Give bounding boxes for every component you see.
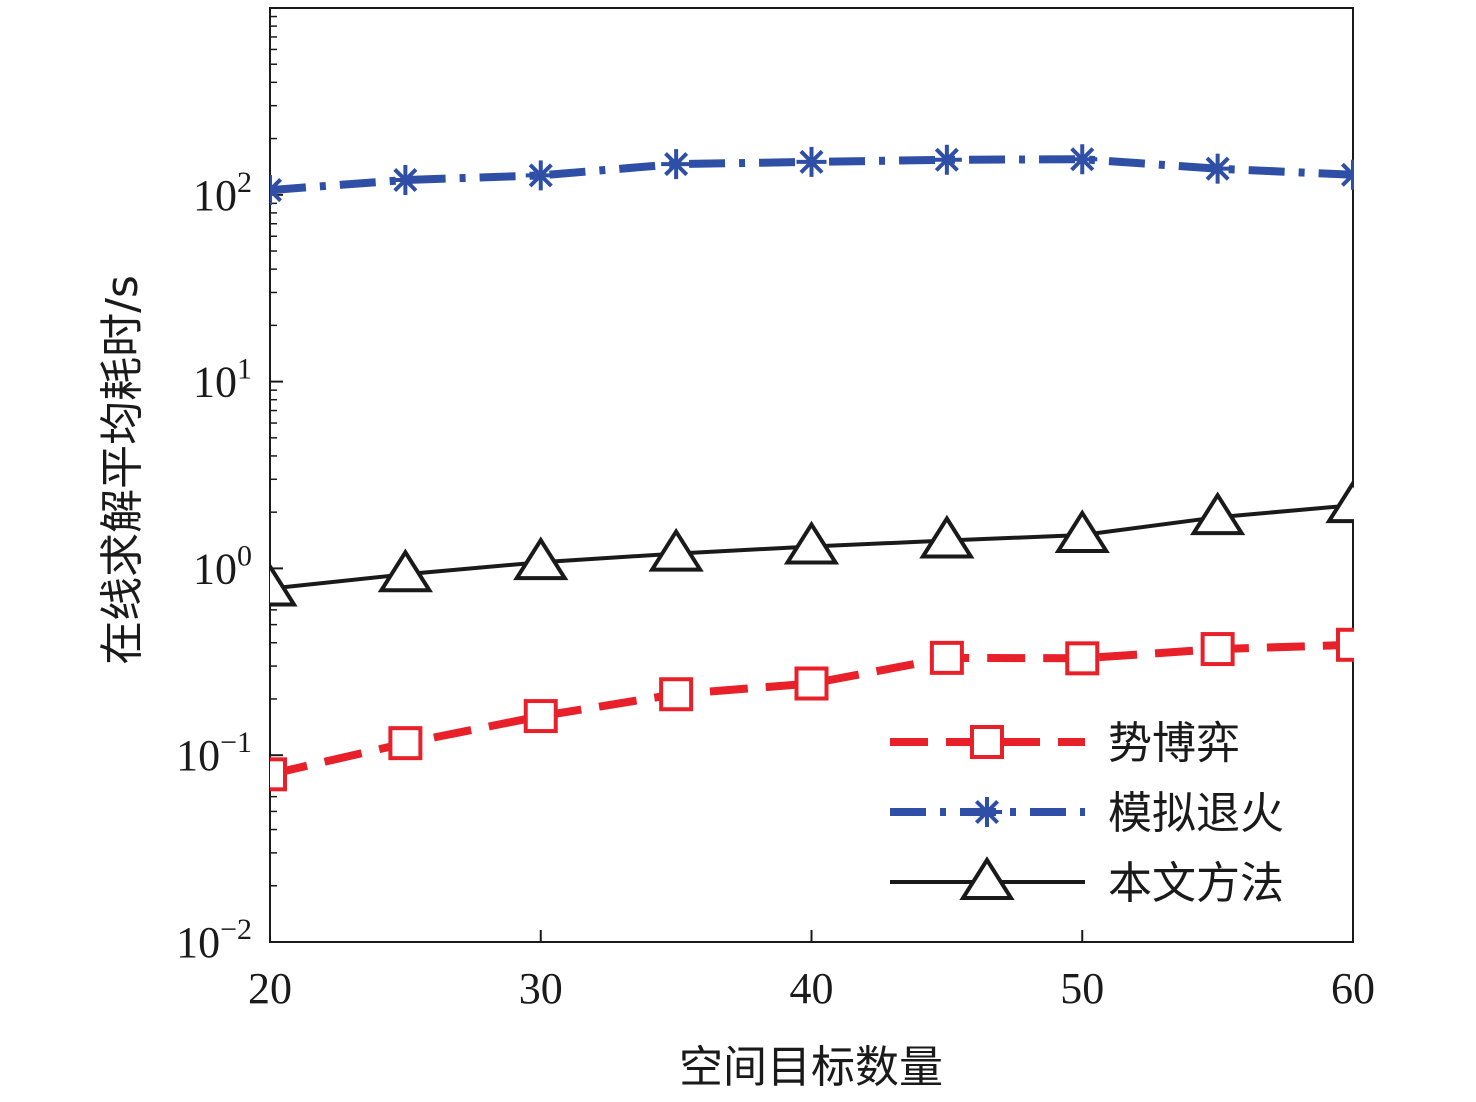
marker-stroke <box>934 147 959 172</box>
marker-stroke <box>1340 170 1354 187</box>
data-point <box>270 175 285 206</box>
data-point <box>388 726 423 761</box>
data-point <box>1065 641 1100 676</box>
y-tick-label: 101 <box>193 353 252 407</box>
data-point <box>783 520 840 565</box>
marker-stroke <box>664 152 689 177</box>
y-tick-label: 10−2 <box>176 913 252 967</box>
data-point <box>270 757 287 792</box>
data-point <box>661 149 692 180</box>
data-point <box>270 562 298 607</box>
data-point <box>1336 627 1354 662</box>
marker-stroke <box>528 163 553 188</box>
y-axis: 10−2 10−1 100 101 102 <box>176 166 283 967</box>
marker-stroke <box>270 178 283 193</box>
x-tick-label: 50 <box>1060 964 1104 1013</box>
x-tick-label: 60 <box>1331 964 1375 1013</box>
data-point <box>1189 491 1246 536</box>
x-tick-label: 40 <box>790 964 834 1013</box>
data-point <box>525 160 556 191</box>
data-point <box>1200 632 1235 667</box>
data-point <box>919 514 975 559</box>
legend-label: 本文方法 <box>1108 858 1284 909</box>
marker-stroke <box>1070 147 1095 172</box>
x-axis: 20 30 40 50 60 <box>248 930 1375 1013</box>
data-point <box>513 536 569 581</box>
data-point <box>796 146 827 177</box>
marker-stroke <box>799 149 824 174</box>
x-axis-title: 空间目标数量 <box>679 1042 943 1093</box>
marker-stroke <box>270 187 283 203</box>
marker-stroke <box>393 167 418 193</box>
data-point <box>377 548 434 593</box>
data-point <box>929 640 964 675</box>
marker-stroke <box>1205 156 1230 181</box>
data-point <box>794 666 829 701</box>
y-minor-ticks <box>270 15 277 887</box>
data-point <box>659 677 694 712</box>
legend-marker <box>972 797 1002 827</box>
y-tick-label: 100 <box>193 539 252 593</box>
x-tick-label: 20 <box>248 964 292 1013</box>
legend-marker <box>959 856 1015 900</box>
series-layer <box>270 144 1354 792</box>
data-point <box>1054 509 1110 553</box>
legend-label: 势博弈 <box>1108 718 1240 769</box>
y-axis-title: 在线求解平均耗时/s <box>97 275 148 665</box>
data-point <box>931 144 962 175</box>
y-tick-label: 10−1 <box>176 726 252 780</box>
data-point <box>1202 153 1233 184</box>
x-tick-label: 30 <box>519 964 563 1013</box>
legend-label: 模拟退火 <box>1108 788 1284 839</box>
data-point <box>1067 144 1098 175</box>
data-point <box>648 527 704 572</box>
series-line-0 <box>270 640 1354 779</box>
marker-stroke <box>974 799 1000 825</box>
data-point <box>523 699 558 734</box>
y-tick-label: 102 <box>193 166 252 220</box>
data-point <box>1325 479 1354 524</box>
legend-marker <box>970 725 1004 759</box>
data-point <box>390 165 421 196</box>
data-point <box>1338 159 1354 190</box>
